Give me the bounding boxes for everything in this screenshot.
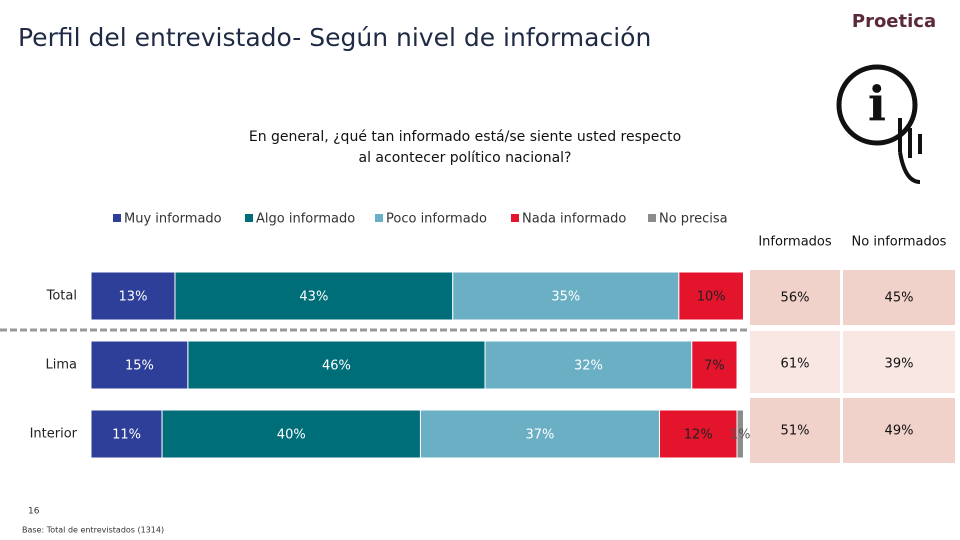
subtitle-line: En general, ¿qué tan informado está/se s… <box>249 129 681 145</box>
value-label: 37% <box>526 428 555 443</box>
legend-swatch <box>375 214 383 222</box>
legend-label: No precisa <box>659 212 728 227</box>
logo: Proetica <box>852 11 936 32</box>
table-value: 61% <box>781 357 810 372</box>
icon-glyph: i <box>868 77 886 133</box>
subtitle-line: al acontecer político nacional? <box>359 150 572 166</box>
legend-label: Muy informado <box>124 212 222 227</box>
category-label: Total <box>46 289 77 304</box>
table-value: 39% <box>885 357 914 372</box>
value-label: 12% <box>684 428 713 443</box>
value-label: 13% <box>119 290 148 305</box>
table-value: 56% <box>781 291 810 306</box>
table-header-cell <box>750 222 840 262</box>
info-icon: i <box>836 64 922 184</box>
legend-label: Algo informado <box>256 212 355 227</box>
value-label: 46% <box>322 359 351 374</box>
table-cell <box>750 270 840 325</box>
table-header: Informados <box>758 235 832 250</box>
page-number: 16 <box>28 507 40 517</box>
bar-segment <box>691 340 738 390</box>
value-label: 35% <box>551 290 580 305</box>
legend-swatch <box>648 214 656 222</box>
legend-label: Nada informado <box>522 212 626 227</box>
legend-swatch <box>113 214 121 222</box>
legend-swatch <box>245 214 253 222</box>
bar-segment <box>484 340 693 390</box>
value-label: 43% <box>299 290 328 305</box>
slide-title: Perfil del entrevistado- Según nivel de … <box>18 23 651 52</box>
value-label: 1% <box>730 428 751 443</box>
category-label: Interior <box>30 427 78 442</box>
bar-segment <box>736 409 744 459</box>
value-label: 11% <box>112 428 141 443</box>
bar-segment <box>658 409 738 459</box>
footnote: Base: Total de entrevistados (1314) <box>22 526 164 535</box>
table-value: 45% <box>885 291 914 306</box>
table-cell <box>750 398 840 463</box>
bar-segment <box>678 271 744 321</box>
bar-segment <box>90 271 176 321</box>
table-cell <box>843 331 955 393</box>
table-cell <box>843 398 955 463</box>
category-label: Lima <box>46 358 77 373</box>
value-label: 15% <box>125 359 154 374</box>
table-header-cell <box>843 222 955 262</box>
bar-segment <box>90 409 163 459</box>
table-header: No informados <box>852 235 947 250</box>
value-label: 32% <box>574 359 603 374</box>
value-label: 10% <box>697 290 726 305</box>
legend-label: Poco informado <box>386 212 487 227</box>
bar-segment <box>452 271 680 321</box>
table-value: 49% <box>885 424 914 439</box>
legend-swatch <box>511 214 519 222</box>
bar-segment <box>419 409 660 459</box>
value-label: 40% <box>277 428 306 443</box>
table-value: 51% <box>781 424 810 439</box>
table-cell <box>750 331 840 393</box>
table-cell <box>843 270 955 325</box>
bar-segment <box>187 340 486 390</box>
value-label: 7% <box>704 359 725 374</box>
